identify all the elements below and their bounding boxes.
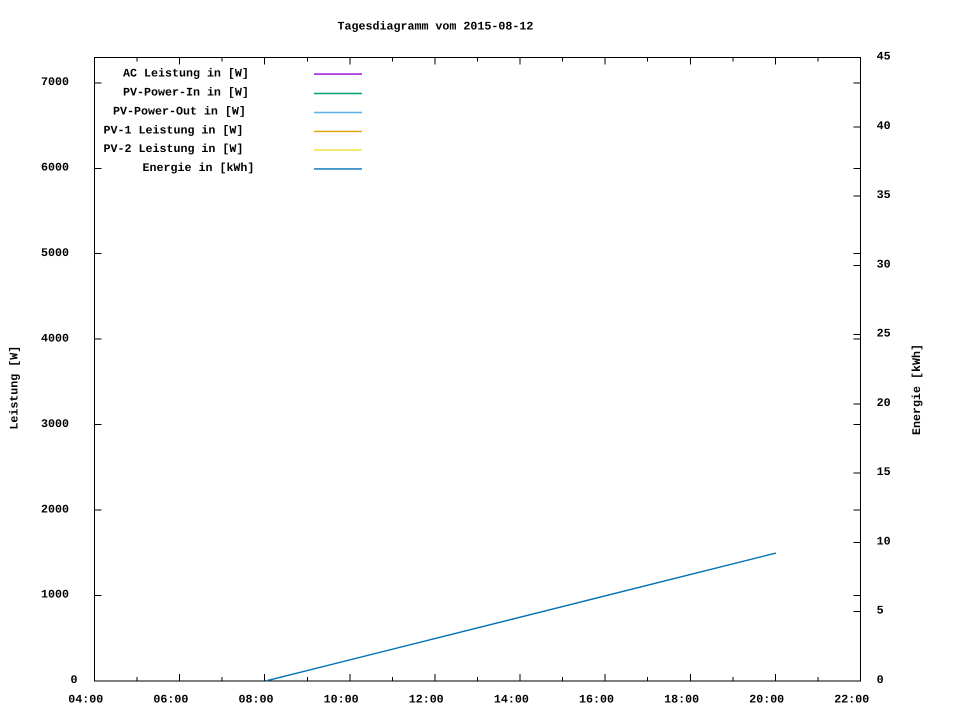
svg-text:2000: 2000 xyxy=(41,502,69,516)
svg-text:0: 0 xyxy=(71,673,78,687)
svg-text:PV-1 Leistung in [W]: PV-1 Leistung in [W] xyxy=(104,124,244,138)
svg-text:30: 30 xyxy=(877,257,891,271)
svg-text:3000: 3000 xyxy=(41,417,69,431)
svg-text:4000: 4000 xyxy=(41,331,69,345)
svg-text:PV-2 Leistung in [W]: PV-2 Leistung in [W] xyxy=(104,142,244,156)
svg-text:AC Leistung in [W]: AC Leistung in [W] xyxy=(123,66,249,80)
svg-text:10: 10 xyxy=(877,534,891,548)
svg-text:Energie [kWh]: Energie [kWh] xyxy=(910,344,924,435)
svg-text:12:00: 12:00 xyxy=(409,692,444,706)
svg-text:10:00: 10:00 xyxy=(324,692,359,706)
svg-text:7000: 7000 xyxy=(41,75,69,89)
svg-text:20: 20 xyxy=(877,396,891,410)
svg-text:16:00: 16:00 xyxy=(579,692,614,706)
svg-text:5000: 5000 xyxy=(41,246,69,260)
svg-text:PV-Power-Out in [W]: PV-Power-Out in [W] xyxy=(113,105,246,119)
svg-text:08:00: 08:00 xyxy=(239,692,274,706)
svg-text:06:00: 06:00 xyxy=(153,692,188,706)
svg-text:0: 0 xyxy=(877,673,884,687)
svg-text:15: 15 xyxy=(877,465,891,479)
svg-text:18:00: 18:00 xyxy=(664,692,699,706)
svg-text:Leistung [W]: Leistung [W] xyxy=(8,346,22,430)
svg-text:45: 45 xyxy=(877,50,891,64)
svg-text:20:00: 20:00 xyxy=(749,692,784,706)
svg-text:04:00: 04:00 xyxy=(68,692,103,706)
svg-text:40: 40 xyxy=(877,119,891,133)
svg-text:Tagesdiagramm vom 2015-08-12: Tagesdiagramm vom 2015-08-12 xyxy=(338,19,534,33)
svg-text:1000: 1000 xyxy=(41,588,69,602)
svg-text:22:00: 22:00 xyxy=(834,692,869,706)
svg-text:5: 5 xyxy=(877,604,884,618)
svg-text:PV-Power-In in [W]: PV-Power-In in [W] xyxy=(123,86,249,100)
svg-text:25: 25 xyxy=(877,327,891,341)
svg-text:Energie in [kWh]: Energie in [kWh] xyxy=(143,161,255,175)
svg-text:6000: 6000 xyxy=(41,161,69,175)
svg-text:14:00: 14:00 xyxy=(494,692,529,706)
svg-text:35: 35 xyxy=(877,188,891,202)
